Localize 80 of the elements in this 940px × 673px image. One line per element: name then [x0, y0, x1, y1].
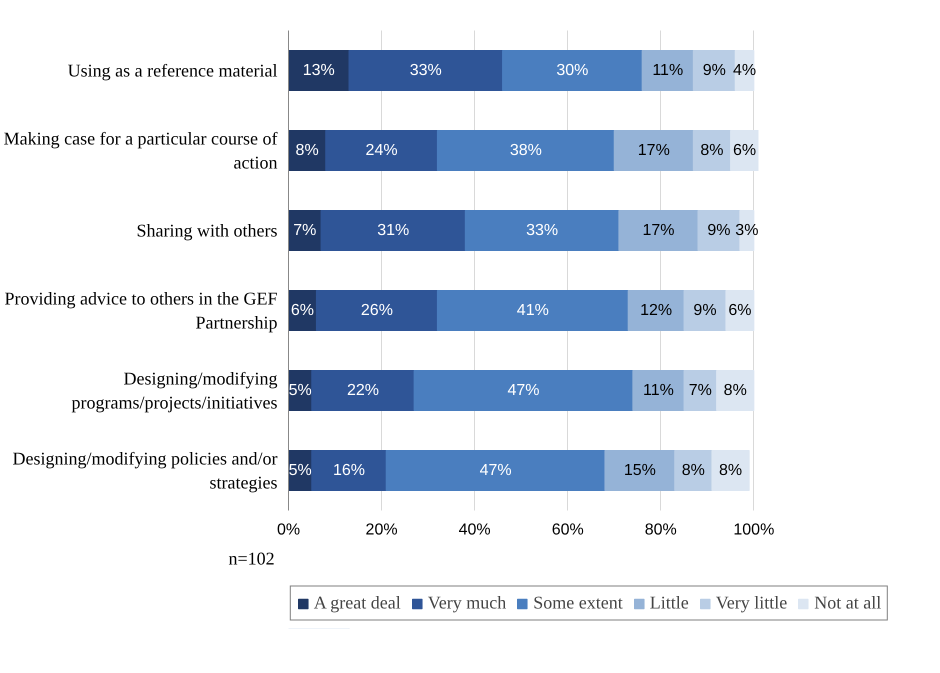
x-tick-label: 100% [733, 522, 774, 538]
data-label: 5% [288, 382, 312, 399]
data-label: 38% [510, 142, 542, 159]
data-label: 3% [735, 222, 758, 239]
data-label: 11% [643, 382, 674, 399]
data-label: 6% [728, 302, 752, 319]
bar [316, 290, 438, 331]
bar [711, 450, 750, 491]
bar [311, 370, 415, 411]
data-label: 8% [719, 462, 742, 479]
bar [436, 290, 629, 331]
data-label: 47% [507, 382, 540, 399]
data-label: 22% [346, 382, 379, 399]
bar [320, 210, 466, 251]
x-tick-label: 80% [644, 522, 677, 538]
bar [618, 210, 699, 251]
x-tick-label: 0% [276, 522, 300, 538]
text: n=102 [228, 548, 275, 568]
x-tick-label: 20% [366, 522, 398, 538]
data-label: 24% [366, 142, 398, 159]
data-label: 6% [290, 302, 314, 319]
data-label: 4% [732, 62, 756, 79]
data-label: 6% [732, 142, 756, 159]
data-label: 8% [724, 382, 747, 399]
bar [464, 210, 620, 251]
bar [311, 450, 387, 491]
legend-label: Very much [428, 592, 506, 614]
data-label: 17% [638, 142, 670, 159]
x-tick-label: 60% [552, 522, 584, 538]
bar [674, 450, 712, 491]
data-label: 33% [410, 62, 442, 79]
data-label: 30% [556, 62, 588, 79]
data-label: 33% [526, 222, 558, 239]
bar [642, 50, 694, 91]
data-label: 8% [682, 462, 705, 479]
y-tick-label: Designing/modifying policies and/or strategies [12, 448, 278, 492]
y-tick-label: Making case for a particular course of action [4, 128, 278, 172]
legend-label: A great deal [314, 592, 401, 614]
bar [348, 50, 504, 91]
x-tick-label: 40% [458, 522, 491, 538]
data-label: 8% [700, 142, 724, 159]
data-label: 16% [332, 462, 366, 479]
data-label: 17% [642, 222, 674, 239]
y-tick-label: Sharing with others [136, 220, 278, 240]
data-label: 31% [377, 222, 410, 239]
bar [632, 370, 685, 411]
bar [684, 290, 726, 331]
bar [502, 50, 643, 91]
bar [716, 370, 754, 411]
bar [604, 450, 676, 491]
bar [288, 50, 350, 91]
data-label: 12% [640, 302, 672, 319]
data-label: 9% [707, 222, 731, 239]
bar [725, 290, 754, 331]
data-label: 47% [480, 462, 512, 479]
legend-label: Little [650, 592, 689, 614]
legend-label: Some extent [533, 592, 623, 614]
data-label: 9% [702, 62, 726, 79]
bar [386, 450, 606, 491]
data-label: 5% [288, 462, 312, 479]
data-label: 15% [624, 462, 656, 479]
y-tick-label: Using as a reference material [68, 60, 278, 80]
data-label: 7% [688, 382, 712, 399]
data-label: 13% [302, 62, 335, 79]
legend-label: Very little [716, 592, 788, 614]
data-label: 9% [693, 302, 717, 319]
data-label: 41% [516, 302, 549, 319]
data-label: 11% [652, 62, 684, 79]
y-tick-label: Designing/modifying programs/projects/initiatives [72, 368, 278, 412]
data-label: 8% [296, 142, 319, 159]
bar [414, 370, 634, 411]
bar [325, 130, 438, 171]
bar [628, 290, 685, 331]
bar [614, 130, 694, 171]
bar [730, 130, 758, 171]
data-label: 26% [360, 302, 393, 319]
y-tick-label: Providing advice to others in the GEF Partnership [4, 288, 278, 332]
data-label: 7% [293, 222, 316, 239]
legend-label: Not at all [814, 592, 882, 614]
bar [436, 130, 615, 171]
